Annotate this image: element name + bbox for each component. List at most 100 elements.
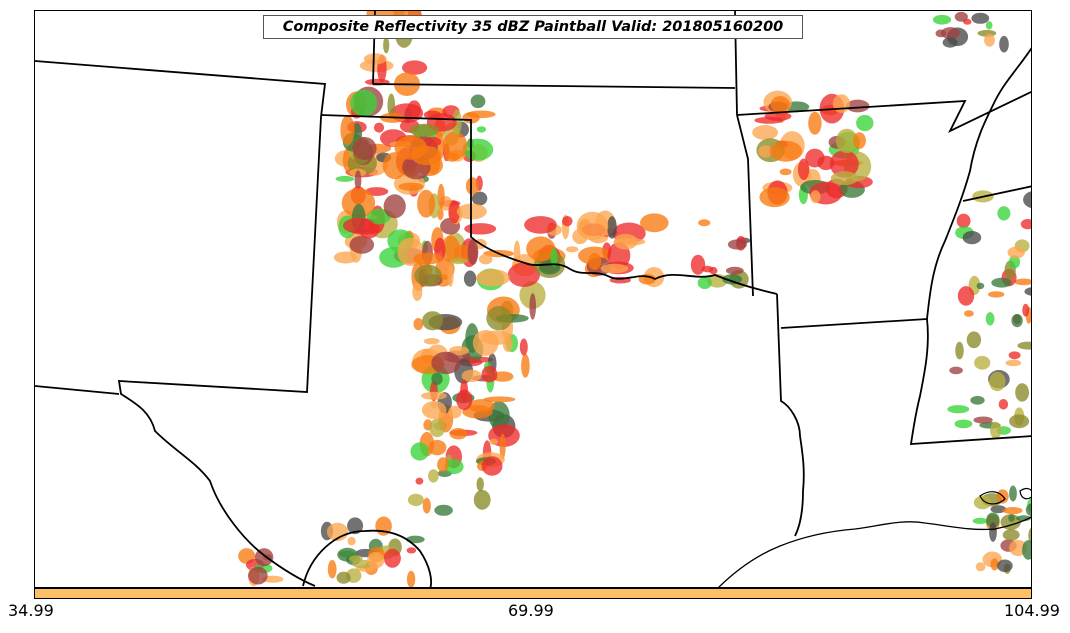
reflectivity-blob [962,231,982,245]
reflectivity-blob [486,306,512,331]
reflectivity-blob [835,128,858,154]
reflectivity-blob [489,438,499,445]
reflectivity-blob [363,53,387,65]
reflectivity-blob [407,493,424,507]
reflectivity-blob [1002,507,1023,515]
reflectivity-blob [398,182,424,191]
border-ar-la [780,318,928,329]
reflectivity-blob [414,264,442,287]
reflectivity-blob [1008,351,1021,360]
reflectivity-blob [449,346,469,356]
reflectivity-blob [698,219,711,227]
reflectivity-blob [846,99,870,113]
border-ms-river [909,47,1031,445]
map-title: Composite Reflectivity 35 dBZ Paintball … [263,15,803,39]
reflectivity-blob [727,239,747,250]
reflectivity-blob [327,560,337,579]
reflectivity-blob [343,217,375,234]
reflectivity-blob [519,338,528,356]
reflectivity-blobs [238,11,1031,587]
reflectivity-blob [972,517,988,524]
reflectivity-blob [483,396,516,403]
reflectivity-blob [415,477,424,485]
reflectivity-blob [476,269,510,287]
reflectivity-blob [966,331,982,349]
reflectivity-blob [456,389,473,411]
reflectivity-blob [476,477,484,492]
reflectivity-blob [417,189,436,218]
reflectivity-blob [932,14,952,25]
border-ar-mo [736,90,1031,133]
border-tx-panhandle [35,385,120,395]
reflectivity-blob [336,571,351,584]
reflectivity-blob [466,110,496,119]
reflectivity-blob [853,132,866,149]
reflectivity-blob [452,109,462,136]
reflectivity-blob [461,369,482,382]
reflectivity-blob [387,93,396,118]
reflectivity-blob [383,37,390,54]
reflectivity-blob [413,318,424,331]
reflectivity-blob [954,11,968,22]
reflectivity-blob [808,111,822,135]
reflectivity-blob [832,94,851,113]
reflectivity-blob [449,258,468,265]
reflectivity-blob [725,266,744,275]
reflectivity-blob [999,35,1009,53]
reflectivity-blob [957,286,975,306]
reflectivity-blob [471,191,488,206]
reflectivity-blob [975,562,986,572]
reflectivity-blob [382,152,408,180]
state-borders [35,11,1031,587]
reflectivity-blob [347,517,364,535]
reflectivity-blob [640,213,669,233]
reflectivity-blob [941,27,960,40]
reflectivity-blob [481,365,498,383]
reflectivity-blob [970,395,985,405]
reflectivity-blob [529,293,536,320]
reflectivity-blob [697,276,712,290]
reflectivity-blob [349,235,375,254]
reflectivity-blob [974,355,991,370]
reflectivity-blob [805,148,825,168]
coast-islands [979,491,1006,505]
reflectivity-blob [476,126,487,133]
reflectivity-blob [423,338,440,345]
reflectivity-blob [1015,383,1029,402]
reflectivity-blob [973,495,992,510]
reflectivity-blob [984,33,995,47]
reflectivity-blob [502,336,513,352]
border-ok-ar [736,114,754,297]
reflectivity-blob [1023,191,1031,208]
reflectivity-blob [759,187,790,208]
reflectivity-blob [524,216,557,234]
reflectivity-blob [431,351,461,375]
reflectivity-blob [973,416,993,424]
reflectivity-blob [588,252,602,270]
reflectivity-blob [607,216,617,239]
reflectivity-blob [1028,527,1031,544]
reflectivity-blob [350,89,378,117]
reflectivity-blob [949,366,963,375]
reflectivity-blob [810,190,821,204]
reflectivity-blob [565,246,579,253]
reflectivity-blob [383,548,401,568]
reflectivity-blob [444,152,459,162]
reflectivity-blob [437,457,449,473]
reflectivity-blob [448,405,462,419]
reflectivity-blob [421,401,447,419]
reflectivity-blob [976,282,985,290]
reflectivity-blob [997,559,1013,573]
border-tx-la [776,293,805,537]
reflectivity-blob [1008,255,1021,269]
reflectivity-blob [335,175,355,182]
reflectivity-blob [463,270,477,287]
reflectivity-blob [366,208,391,225]
reflectivity-blob [989,371,1006,392]
reflectivity-blob [989,522,997,542]
reflectivity-blob [340,115,355,146]
reflectivity-blob [947,405,970,414]
reflectivity-blob [373,122,385,133]
reflectivity-blob [422,311,444,331]
colorbar-tick-label-middle: 69.99 [508,601,554,620]
